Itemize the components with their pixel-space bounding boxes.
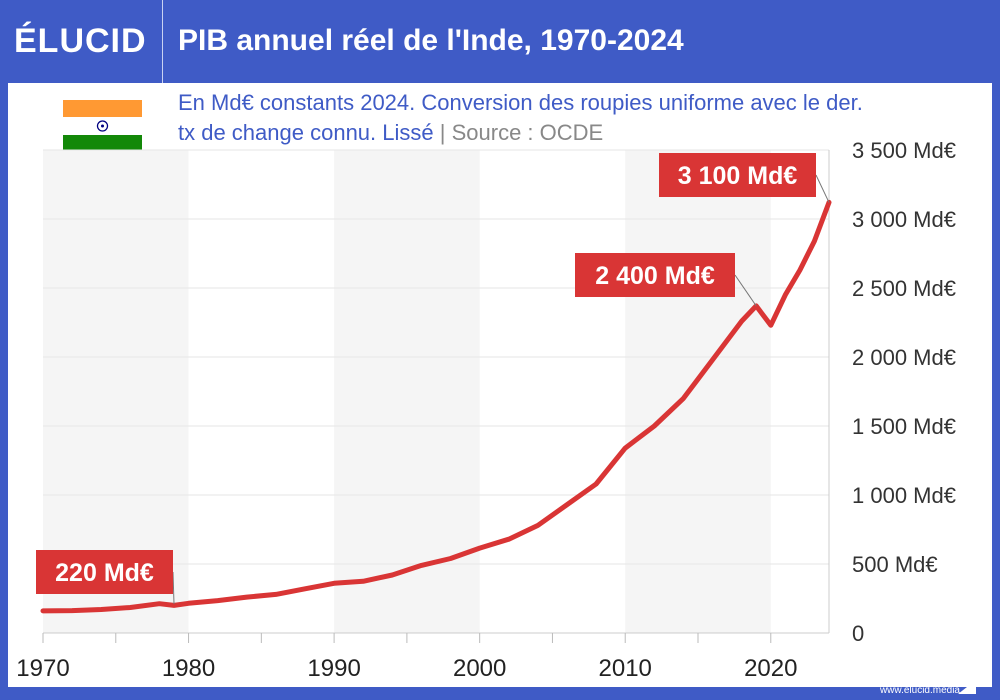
y-tick-label: 2 000 Md€ [852, 345, 956, 370]
subtitle-line-1: En Md€ constants 2024. Conversion des ro… [178, 90, 863, 115]
elucid-mark-icon [958, 680, 976, 694]
x-tick-label: 2010 [599, 655, 652, 682]
gdp-series-line [40, 199, 832, 614]
header-divider [162, 0, 163, 83]
y-tick-label: 0 [852, 621, 864, 646]
annotation-leader [815, 174, 830, 203]
y-tick-label: 3 500 Md€ [852, 138, 956, 163]
annotation-label: 2 400 Md€ [595, 262, 715, 290]
x-tick-label: 2000 [453, 655, 506, 682]
elucid-logo: ÉLUCID [14, 22, 147, 60]
y-tick-label: 3 000 Md€ [852, 207, 956, 232]
annotation-leader [172, 571, 175, 605]
footer-url: www.elucid.media [879, 685, 960, 696]
x-tick-label: 1990 [307, 655, 360, 682]
background-band [334, 150, 480, 633]
background-band [625, 150, 771, 633]
x-tick-label: 1980 [162, 655, 215, 682]
subtitle-separator: | [439, 120, 446, 145]
annotation-label: 3 100 Md€ [678, 162, 798, 190]
subtitle-line-2: tx de change connu. Lissé [178, 120, 434, 145]
annotation-box [36, 550, 173, 594]
x-tick-label: 1970 [16, 655, 69, 682]
y-tick-label: 1 500 Md€ [852, 414, 956, 439]
annotation-leader [734, 274, 757, 307]
header: ÉLUCID PIB annuel réel de l'Inde, 1970-2… [0, 0, 1000, 83]
x-tick-label: 2020 [744, 655, 797, 682]
india-flag-icon [63, 100, 142, 152]
subtitle: En Md€ constants 2024. Conversion des ro… [178, 88, 978, 148]
y-tick-label: 500 Md€ [852, 552, 938, 577]
annotation-box [659, 153, 816, 197]
chart-title: PIB annuel réel de l'Inde, 1970-2024 [178, 24, 684, 57]
y-tick-label: 1 000 Md€ [852, 483, 956, 508]
y-tick-label: 2 500 Md€ [852, 276, 956, 301]
source-label: Source : OCDE [451, 120, 604, 145]
annotation-box [575, 253, 735, 297]
annotation-label: 220 Md€ [55, 559, 154, 587]
